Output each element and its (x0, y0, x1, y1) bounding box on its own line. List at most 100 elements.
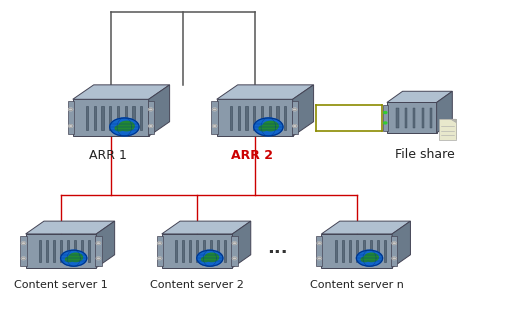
Bar (93, 106, 96, 130)
Polygon shape (292, 85, 313, 136)
Circle shape (384, 122, 387, 124)
Bar (212, 101, 218, 134)
Bar (405, 108, 407, 128)
Bar (20, 236, 27, 266)
Circle shape (259, 126, 267, 131)
Bar (245, 106, 248, 130)
Bar (217, 99, 292, 136)
Bar (422, 108, 424, 128)
Bar (39, 240, 41, 262)
Polygon shape (73, 85, 170, 99)
Bar (109, 106, 111, 130)
Polygon shape (392, 221, 411, 268)
Bar (203, 240, 205, 262)
Circle shape (197, 250, 223, 266)
Bar (349, 240, 351, 262)
Bar (276, 106, 279, 130)
Circle shape (292, 108, 297, 111)
Bar (60, 240, 62, 262)
Circle shape (392, 257, 396, 260)
Bar (148, 101, 154, 134)
Bar (440, 118, 457, 139)
Bar (355, 240, 358, 262)
Bar (74, 240, 76, 262)
Bar (210, 240, 212, 262)
Circle shape (69, 125, 73, 127)
Bar (196, 240, 198, 262)
Polygon shape (162, 221, 251, 234)
Circle shape (317, 242, 321, 244)
Bar (342, 240, 344, 262)
Bar (439, 119, 456, 140)
Text: ARR 2: ARR 2 (231, 149, 273, 162)
Bar (396, 108, 398, 128)
Circle shape (356, 250, 383, 266)
Bar (224, 240, 226, 262)
Circle shape (96, 257, 100, 260)
Bar (182, 240, 184, 262)
Bar (413, 108, 415, 128)
Circle shape (202, 257, 209, 261)
Polygon shape (149, 85, 170, 136)
Bar (370, 240, 372, 262)
Bar (363, 240, 365, 262)
Text: File share: File share (395, 148, 455, 161)
Bar (156, 236, 163, 266)
Circle shape (22, 257, 26, 260)
Bar (284, 106, 286, 130)
Circle shape (384, 112, 387, 113)
Polygon shape (437, 91, 453, 133)
Bar (53, 240, 55, 262)
Text: ...: ... (267, 239, 287, 257)
Circle shape (119, 121, 134, 131)
Bar (67, 240, 69, 262)
Bar (334, 240, 337, 262)
Polygon shape (321, 221, 411, 234)
Bar (261, 106, 263, 130)
Circle shape (69, 253, 82, 261)
Bar (232, 236, 238, 266)
Circle shape (365, 253, 379, 261)
Bar (291, 101, 298, 134)
Circle shape (317, 257, 321, 260)
Circle shape (22, 242, 26, 244)
Bar (132, 106, 134, 130)
Bar (321, 234, 392, 268)
Circle shape (66, 257, 73, 261)
Bar (175, 240, 177, 262)
Circle shape (292, 125, 297, 127)
Polygon shape (217, 85, 313, 99)
Bar (26, 234, 96, 268)
Circle shape (149, 125, 153, 127)
Circle shape (233, 257, 237, 260)
Bar (189, 240, 191, 262)
Circle shape (149, 108, 153, 111)
Bar (101, 106, 103, 130)
Text: Content server 2: Content server 2 (150, 280, 244, 290)
Circle shape (205, 253, 218, 261)
Text: Content server 1: Content server 1 (14, 280, 108, 290)
Bar (253, 106, 255, 130)
Circle shape (361, 257, 369, 261)
Polygon shape (26, 221, 114, 234)
Circle shape (392, 242, 396, 244)
Polygon shape (233, 221, 251, 268)
Bar (68, 101, 74, 134)
Bar (383, 105, 388, 131)
Bar (387, 102, 437, 133)
Bar (81, 240, 83, 262)
Bar (377, 240, 379, 262)
Circle shape (96, 242, 100, 244)
Bar (269, 106, 271, 130)
Polygon shape (96, 221, 114, 268)
Circle shape (263, 121, 278, 131)
Bar (86, 106, 88, 130)
Bar (95, 236, 101, 266)
Bar (124, 106, 127, 130)
Circle shape (60, 250, 87, 266)
Bar (238, 106, 240, 130)
Bar (230, 106, 232, 130)
Bar (217, 240, 219, 262)
Bar (430, 108, 433, 128)
Circle shape (158, 257, 162, 260)
